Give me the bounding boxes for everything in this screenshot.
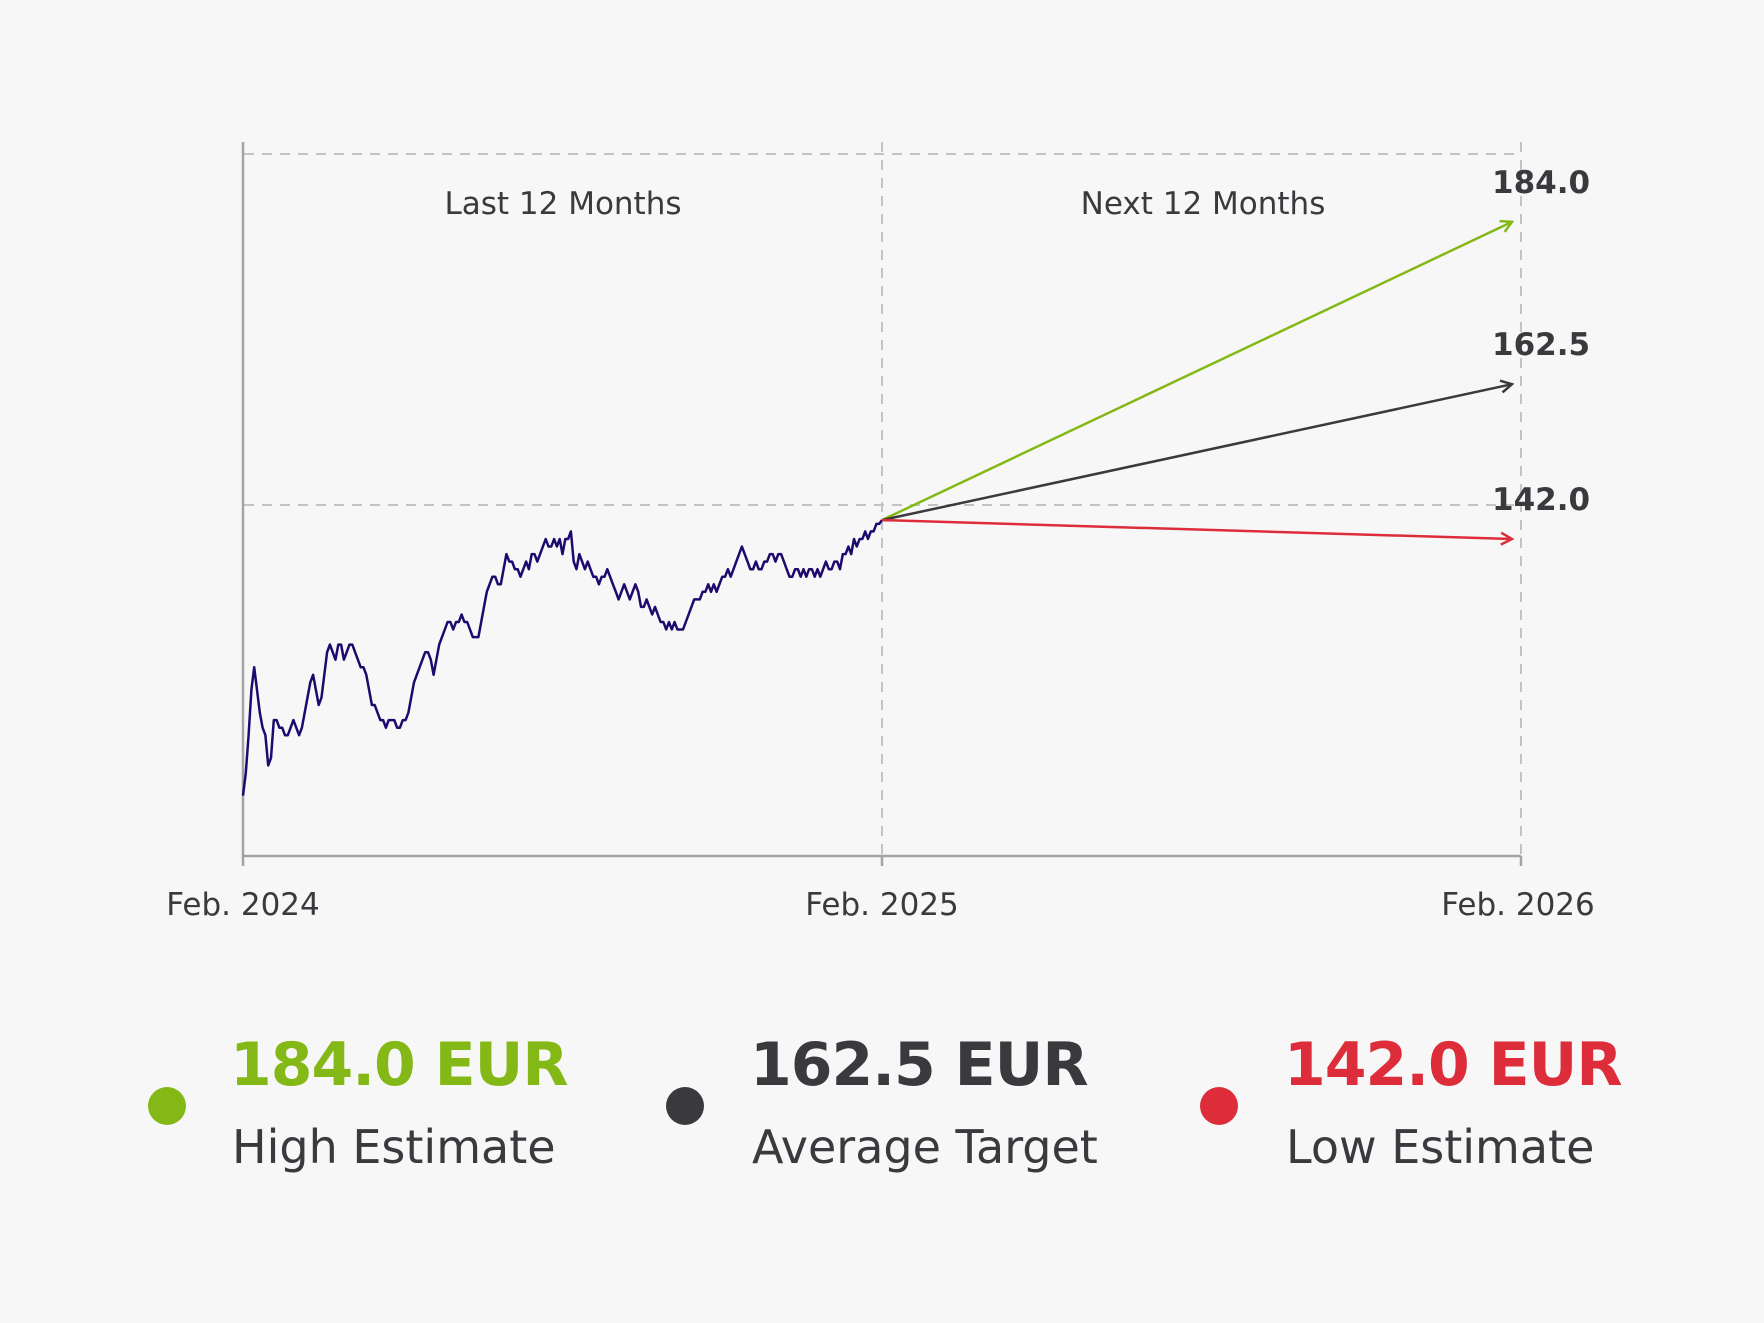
average-target-label: 162.5: [1492, 327, 1590, 363]
x-tick-label-1: Feb. 2025: [805, 887, 959, 923]
average-target-value: 162.5 EUR: [750, 1030, 1089, 1100]
low-estimate-label: 142.0: [1492, 482, 1590, 518]
price-target-chart: Last 12 Months Next 12 Months Feb. 2024 …: [166, 142, 1595, 923]
low-estimate-dot-icon: [1200, 1087, 1238, 1125]
average-target-arrow: [881, 384, 1512, 522]
low-estimate-name: Low Estimate: [1286, 1120, 1595, 1174]
high-estimate-arrow: [881, 222, 1512, 522]
x-tick-label-0: Feb. 2024: [166, 887, 320, 923]
average-target-name: Average Target: [752, 1120, 1098, 1174]
low-estimate-value: 142.0 EUR: [1284, 1030, 1623, 1100]
high-estimate-name: High Estimate: [232, 1120, 556, 1174]
section-label-next: Next 12 Months: [1081, 186, 1326, 222]
history-price-line: [241, 519, 884, 796]
average-target-dot-icon: [666, 1087, 704, 1125]
legend: 184.0 EUR High Estimate 162.5 EUR Averag…: [0, 1030, 1764, 1210]
high-estimate-label: 184.0: [1492, 165, 1590, 201]
x-tick-label-2: Feb. 2026: [1441, 887, 1595, 923]
section-label-last: Last 12 Months: [444, 186, 681, 222]
high-estimate-value: 184.0 EUR: [230, 1030, 569, 1100]
high-estimate-dot-icon: [148, 1087, 186, 1125]
low-estimate-arrow: [881, 518, 1512, 539]
